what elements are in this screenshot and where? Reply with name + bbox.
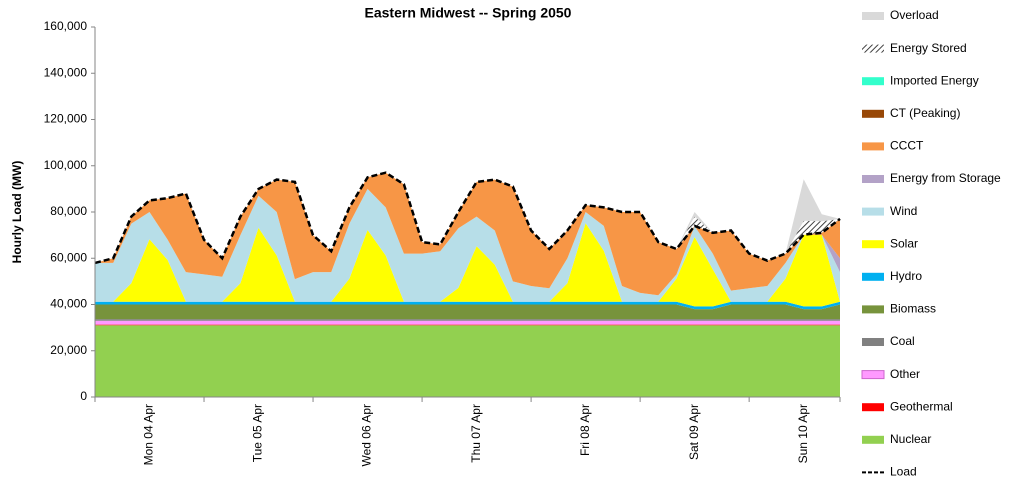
legend-item: Overload bbox=[862, 8, 939, 22]
y-tick-label: 40,000 bbox=[50, 297, 87, 311]
y-tick-label: 100,000 bbox=[44, 158, 88, 172]
legend-label: Biomass bbox=[890, 302, 936, 316]
x-tick-label: Wed 06 Apr bbox=[360, 404, 374, 466]
legend-item: Biomass bbox=[862, 302, 936, 316]
legend-label: Other bbox=[890, 367, 920, 381]
x-tick-label: Thu 07 Apr bbox=[469, 404, 483, 463]
area bbox=[95, 325, 840, 397]
y-tick-label: 60,000 bbox=[50, 250, 87, 264]
area bbox=[95, 304, 840, 320]
legend-item: Hydro bbox=[862, 269, 922, 283]
x-tick-label: Mon 04 Apr bbox=[142, 404, 156, 465]
chart-title: Eastern Midwest -- Spring 2050 bbox=[365, 5, 572, 21]
y-tick-label: 80,000 bbox=[50, 204, 87, 218]
legend-item: CT (Peaking) bbox=[862, 106, 960, 120]
legend-swatch bbox=[862, 305, 884, 314]
y-tick-label: 20,000 bbox=[50, 343, 87, 357]
legend: Overload Energy Stored Imported Energy CT (… bbox=[861, 8, 1001, 479]
area bbox=[95, 188, 840, 302]
legend-label: Overload bbox=[890, 8, 939, 22]
legend-label: Coal bbox=[890, 334, 915, 348]
x-tick-label: Fri 08 Apr bbox=[578, 404, 592, 456]
legend-label: Nuclear bbox=[890, 432, 931, 446]
plot-area: 0 20,000 40,000 60,000 80,000 100,000 120,000 1… bbox=[44, 19, 841, 466]
legend-swatch bbox=[861, 370, 885, 380]
legend-item: Other bbox=[861, 367, 920, 381]
y-tick-label: 140,000 bbox=[44, 65, 88, 79]
legend-item: Nuclear bbox=[862, 432, 931, 446]
area bbox=[95, 320, 840, 325]
y-tick-label: 160,000 bbox=[44, 19, 88, 33]
legend-swatch bbox=[862, 77, 884, 86]
legend-label: Geothermal bbox=[890, 399, 953, 413]
legend-swatch bbox=[862, 272, 884, 281]
legend-item: Energy from Storage bbox=[862, 171, 1001, 185]
legend-label: Hydro bbox=[890, 269, 922, 283]
legend-label: Energy Stored bbox=[890, 41, 967, 55]
legend-label: Energy from Storage bbox=[890, 171, 1001, 185]
legend-label: Solar bbox=[890, 236, 918, 250]
legend-swatch bbox=[862, 142, 884, 151]
legend-item: Energy Stored bbox=[862, 41, 967, 55]
area bbox=[95, 324, 840, 326]
legend-swatch bbox=[862, 175, 884, 183]
y-tick-label: 0 bbox=[80, 389, 87, 403]
x-tick-label: Tue 05 Apr bbox=[251, 404, 265, 462]
legend-item: Wind bbox=[862, 204, 917, 218]
legend-swatch bbox=[862, 403, 884, 412]
y-tick-label: 120,000 bbox=[44, 112, 88, 126]
legend-item: Solar bbox=[862, 236, 918, 250]
x-tick-label: Sat 09 Apr bbox=[687, 404, 701, 460]
legend-swatch bbox=[862, 435, 884, 444]
legend-swatch bbox=[862, 44, 884, 53]
legend-item: Imported Energy bbox=[862, 73, 979, 87]
legend-swatch bbox=[862, 12, 884, 20]
legend-swatch bbox=[862, 207, 884, 216]
legend-item: CCCT bbox=[862, 139, 924, 153]
legend-item: Load bbox=[862, 465, 917, 479]
load-line bbox=[94, 171, 841, 265]
legend-item: Geothermal bbox=[862, 399, 953, 413]
legend-label: CCCT bbox=[890, 139, 924, 153]
y-axis-title: Hourly Load (MW) bbox=[10, 161, 24, 264]
legend-label: Wind bbox=[890, 204, 917, 218]
area bbox=[95, 172, 840, 296]
area bbox=[95, 223, 840, 307]
legend-label: CT (Peaking) bbox=[890, 106, 960, 120]
x-tick-label: Sun 10 Apr bbox=[796, 404, 810, 463]
legend-swatch bbox=[862, 338, 884, 346]
area bbox=[95, 301, 840, 310]
legend-label: Load bbox=[890, 465, 917, 479]
legend-swatch bbox=[862, 240, 884, 249]
legend-item: Coal bbox=[862, 334, 915, 348]
area bbox=[95, 319, 840, 321]
legend-label: Imported Energy bbox=[890, 73, 979, 87]
legend-swatch bbox=[862, 109, 884, 118]
